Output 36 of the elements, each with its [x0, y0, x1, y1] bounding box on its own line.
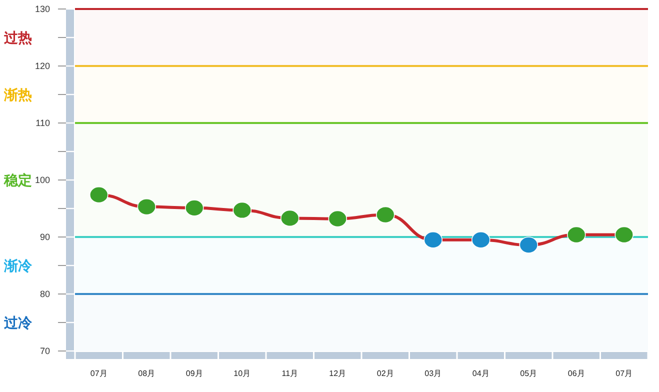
point [137, 198, 156, 216]
point [184, 200, 204, 216]
y-tick-label: 100 [34, 175, 50, 185]
band-label: 过热 [3, 30, 32, 46]
band-label: 渐冷 [3, 258, 33, 274]
point [424, 231, 443, 248]
point [376, 206, 395, 224]
y-tick-label: 90 [40, 232, 50, 242]
x-tick-label: 12月 [329, 369, 346, 378]
point [519, 236, 538, 254]
point [471, 231, 490, 248]
point [232, 202, 252, 219]
x-tick-label: 07月 [616, 369, 633, 378]
band-label: 渐热 [3, 86, 32, 102]
x-tick-label: 10月 [234, 369, 251, 378]
x-tick-label: 04月 [472, 369, 490, 378]
point [614, 226, 634, 244]
y-tick-label: 70 [40, 346, 50, 356]
point [280, 210, 300, 227]
x-tick-label: 08月 [138, 369, 156, 378]
y-tick-label: 120 [34, 61, 50, 71]
point [328, 210, 348, 228]
x-tick-label: 11月 [282, 369, 298, 378]
y-tick-label: 80 [40, 289, 50, 299]
x-tick-label: 09月 [186, 369, 203, 378]
x-tick-label: 06月 [568, 369, 585, 378]
band-label: 稳定 [3, 172, 32, 188]
y-tick-label: 110 [36, 118, 50, 128]
y-tick-label: 130 [34, 4, 50, 14]
band-label: 过冷 [3, 314, 33, 330]
x-tick-label: 05月 [520, 369, 538, 378]
point [89, 186, 108, 204]
point [566, 226, 586, 244]
x-tick-label: 07月 [90, 369, 108, 378]
x-tick-label: 02月 [376, 369, 394, 378]
x-tick-label: 03月 [424, 369, 442, 378]
